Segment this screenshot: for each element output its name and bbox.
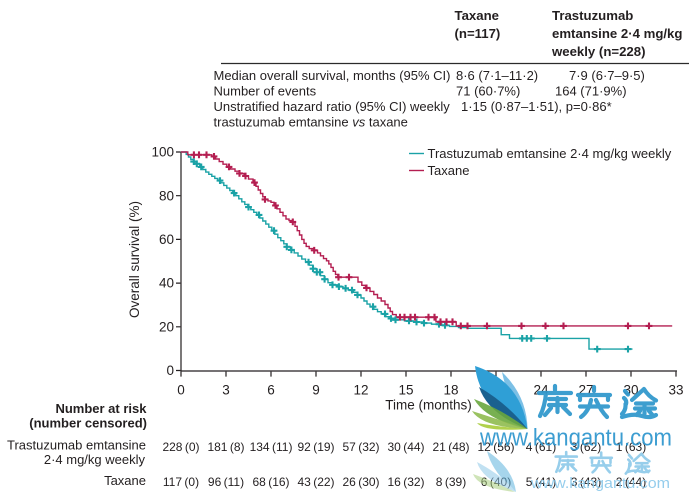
svg-text:3: 3 (222, 383, 230, 398)
svg-text:6: 6 (267, 383, 275, 398)
svg-text:57 (32): 57 (32) (342, 440, 379, 454)
svg-text:30 (44): 30 (44) (387, 440, 424, 454)
svg-text:4 (61): 4 (61) (526, 440, 556, 454)
svg-text:15: 15 (398, 383, 413, 398)
svg-text:228 (0): 228 (0) (162, 440, 199, 454)
svg-text:20: 20 (159, 319, 174, 334)
svg-text:12 (56): 12 (56) (477, 440, 514, 454)
svg-text:26 (30): 26 (30) (342, 475, 379, 489)
svg-text:8 (39): 8 (39) (436, 475, 466, 489)
svg-text:Number of events: Number of events (214, 84, 317, 99)
svg-text:134 (11): 134 (11) (250, 440, 293, 454)
svg-text:1 (63): 1 (63) (616, 440, 646, 454)
svg-text:33: 33 (668, 383, 683, 398)
svg-text:181 (8): 181 (8) (207, 440, 244, 454)
svg-text:Unstratified hazard ratio (95%: Unstratified hazard ratio (95% CI) weekl… (214, 99, 451, 114)
svg-text:(number censored): (number censored) (29, 416, 147, 431)
svg-text:71 (60·7%): 71 (60·7%) (456, 84, 520, 99)
svg-text:3 (43): 3 (43) (571, 475, 601, 489)
svg-text:Trastuzumab emtansine: Trastuzumab emtansine (7, 438, 146, 453)
svg-text:emtansine 2·4 mg/kg: emtansine 2·4 mg/kg (552, 26, 682, 41)
svg-text:164 (71·9%): 164 (71·9%) (555, 84, 627, 99)
svg-text:60: 60 (159, 232, 174, 247)
svg-text:Taxane: Taxane (428, 163, 470, 178)
svg-text:2 (44): 2 (44) (616, 475, 646, 489)
svg-text:0: 0 (177, 383, 185, 398)
svg-text:www.kangantu.com: www.kangantu.com (479, 425, 672, 452)
svg-text:16 (32): 16 (32) (387, 475, 424, 489)
svg-text:21 (48): 21 (48) (432, 440, 469, 454)
svg-text:www.kangantu.com: www.kangantu.com (530, 475, 670, 492)
svg-text:0: 0 (166, 363, 174, 378)
svg-text:3 (62): 3 (62) (571, 440, 601, 454)
svg-text:Number at risk: Number at risk (55, 401, 147, 416)
svg-text:68 (16): 68 (16) (252, 475, 289, 489)
svg-text:Trastuzumab emtansine 2·4 mg/k: Trastuzumab emtansine 2·4 mg/kg weekly (428, 146, 672, 161)
svg-text:80: 80 (159, 188, 174, 203)
svg-text:Taxane: Taxane (104, 473, 146, 488)
svg-text:trastuzumab emtansine vs taxan: trastuzumab emtansine vs taxane (214, 115, 408, 130)
svg-text:Trastuzumab: Trastuzumab (552, 8, 633, 23)
svg-text:8·6 (7·1–11·2): 8·6 (7·1–11·2) (456, 68, 538, 83)
svg-text:2·4 mg/kg weekly: 2·4 mg/kg weekly (44, 452, 146, 467)
svg-text:weekly (n=228): weekly (n=228) (551, 44, 645, 59)
svg-text:12: 12 (353, 383, 368, 398)
svg-text:5 (41): 5 (41) (526, 475, 556, 489)
svg-text:Taxane: Taxane (455, 8, 499, 23)
svg-text:18: 18 (443, 383, 458, 398)
svg-text:(n=117): (n=117) (455, 26, 501, 41)
svg-text:7·9 (6·7–9·5): 7·9 (6·7–9·5) (569, 68, 645, 83)
svg-text:40: 40 (159, 276, 174, 291)
svg-text:Median overall survival, month: Median overall survival, months (95% CI) (214, 68, 451, 83)
svg-text:117 (0): 117 (0) (163, 475, 199, 489)
svg-text:Overall survival (%): Overall survival (%) (127, 201, 142, 318)
svg-text:96 (11): 96 (11) (208, 475, 244, 489)
svg-text:92 (19): 92 (19) (297, 440, 334, 454)
svg-text:43 (22): 43 (22) (297, 475, 334, 489)
svg-text:100: 100 (151, 145, 174, 160)
svg-text:1·15 (0·87–1·51), p=0·86*: 1·15 (0·87–1·51), p=0·86* (461, 99, 612, 114)
svg-text:Time (months): Time (months) (385, 398, 472, 413)
svg-text:9: 9 (312, 383, 320, 398)
